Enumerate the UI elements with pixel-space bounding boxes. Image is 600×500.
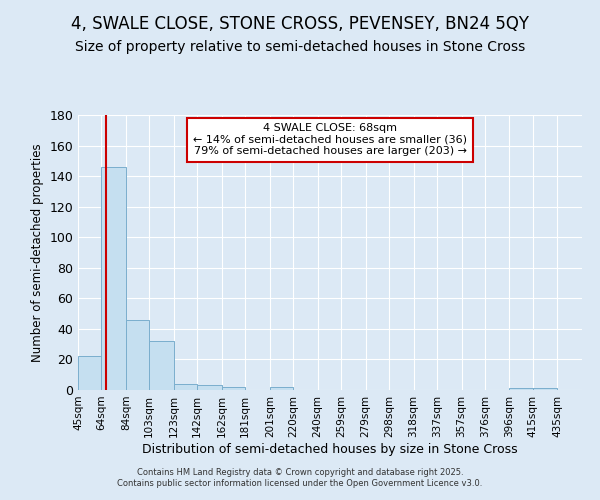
- Bar: [197, 386, 222, 390]
- Bar: [222, 387, 245, 390]
- Bar: [270, 387, 293, 390]
- Text: 4 SWALE CLOSE: 68sqm
← 14% of semi-detached houses are smaller (36)
79% of semi-: 4 SWALE CLOSE: 68sqm ← 14% of semi-detac…: [193, 123, 467, 156]
- Text: Size of property relative to semi-detached houses in Stone Cross: Size of property relative to semi-detach…: [75, 40, 525, 54]
- Y-axis label: Number of semi-detached properties: Number of semi-detached properties: [31, 143, 44, 362]
- Bar: [149, 341, 174, 390]
- Bar: [78, 356, 101, 390]
- X-axis label: Distribution of semi-detached houses by size in Stone Cross: Distribution of semi-detached houses by …: [142, 442, 518, 456]
- Bar: [174, 384, 197, 390]
- Text: 4, SWALE CLOSE, STONE CROSS, PEVENSEY, BN24 5QY: 4, SWALE CLOSE, STONE CROSS, PEVENSEY, B…: [71, 15, 529, 33]
- Text: Contains HM Land Registry data © Crown copyright and database right 2025.
Contai: Contains HM Land Registry data © Crown c…: [118, 468, 482, 487]
- Bar: [509, 388, 533, 390]
- Bar: [533, 388, 557, 390]
- Bar: [101, 167, 126, 390]
- Bar: [126, 320, 149, 390]
